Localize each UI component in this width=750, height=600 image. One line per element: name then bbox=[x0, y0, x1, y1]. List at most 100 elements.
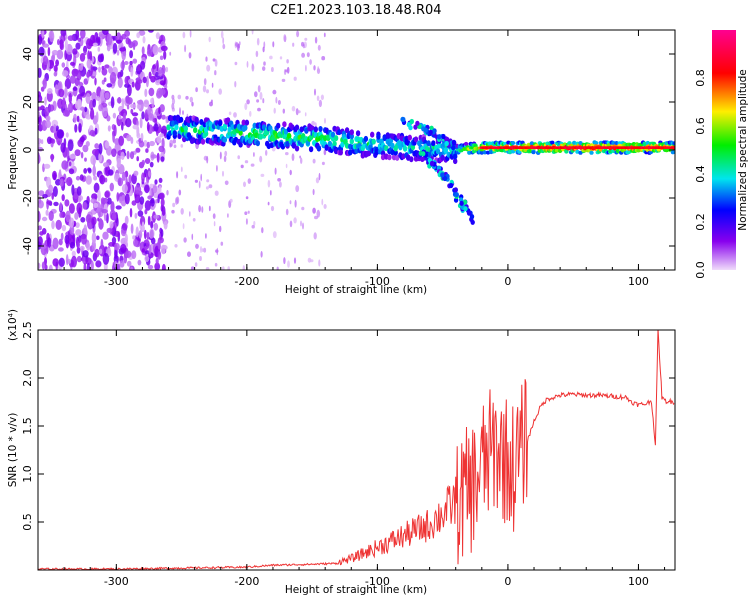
heatmap-cell bbox=[349, 133, 354, 140]
heatmap-cell bbox=[344, 127, 350, 134]
heatmap-cell bbox=[38, 115, 42, 125]
heatmap-cell bbox=[89, 129, 95, 137]
heatmap-cell bbox=[53, 123, 57, 134]
heatmap-cell bbox=[244, 211, 248, 215]
heatmap-cell bbox=[108, 66, 113, 74]
heatmap-cell bbox=[209, 101, 213, 107]
heatmap-cell bbox=[160, 244, 166, 255]
heatmap-cell bbox=[454, 192, 459, 198]
heatmap-cell bbox=[91, 71, 97, 77]
heatmap-cell bbox=[94, 248, 100, 258]
heatmap-cell bbox=[79, 85, 86, 97]
heatmap-cell bbox=[169, 51, 172, 56]
heatmap-cell bbox=[155, 257, 159, 265]
heatmap-cell bbox=[141, 159, 145, 166]
heatmap-cell bbox=[366, 150, 372, 157]
heatmap-cell bbox=[182, 31, 186, 39]
heatmap-cell bbox=[300, 157, 303, 164]
heatmap-cell bbox=[212, 213, 216, 219]
heatmap-cell bbox=[65, 254, 69, 266]
heatmap-cell bbox=[38, 225, 42, 231]
heatmap-cell bbox=[140, 60, 146, 70]
heatmap-cell bbox=[113, 124, 117, 137]
heatmap-cell bbox=[126, 260, 132, 267]
heatmap-cell bbox=[41, 30, 45, 39]
heatmap-cell bbox=[423, 127, 428, 133]
heatmap-cell bbox=[214, 59, 218, 67]
heatmap-cell bbox=[459, 200, 464, 206]
figure-title: C2E1.2023.103.18.48.R04 bbox=[270, 3, 441, 18]
heatmap-cell bbox=[398, 144, 403, 151]
heatmap-cell bbox=[311, 120, 315, 126]
heatmap-cell bbox=[194, 179, 198, 183]
heatmap-cell bbox=[154, 262, 161, 270]
heatmap-cell bbox=[104, 92, 110, 99]
heatmap-cell bbox=[427, 152, 432, 158]
heatmap-cell bbox=[52, 186, 58, 197]
heatmap-cell bbox=[222, 37, 225, 45]
heatmap-cell bbox=[82, 201, 88, 210]
heatmap-cell bbox=[96, 235, 100, 241]
heatmap-cell bbox=[144, 255, 150, 263]
heatmap-cell bbox=[262, 66, 266, 71]
heatmap-cell bbox=[222, 266, 225, 270]
heatmap-cell bbox=[178, 189, 182, 196]
heatmap-cell bbox=[75, 30, 80, 40]
heatmap-cell bbox=[48, 264, 53, 270]
heatmap-cell bbox=[277, 178, 281, 182]
heatmap-cell bbox=[238, 129, 243, 136]
heatmap-cell bbox=[195, 243, 199, 249]
heatmap-cell bbox=[295, 108, 299, 116]
heatmap-cell bbox=[195, 87, 198, 93]
heatmap-cell bbox=[83, 78, 89, 85]
heatmap-cell bbox=[125, 250, 132, 258]
heatmap-cell bbox=[98, 104, 103, 112]
heatmap-cell bbox=[56, 129, 64, 139]
heatmap-cell bbox=[67, 35, 75, 41]
heatmap-cell bbox=[244, 160, 249, 164]
heatmap-cell bbox=[130, 66, 134, 77]
colorbar-gradient bbox=[712, 30, 736, 270]
heatmap-cell bbox=[144, 209, 148, 215]
heatmap-cell bbox=[157, 75, 164, 80]
heatmap-cell bbox=[131, 200, 137, 206]
heatmap-cell bbox=[308, 146, 314, 153]
heatmap-cell bbox=[428, 129, 433, 135]
heatmap-cell bbox=[191, 233, 194, 240]
heatmap-cell bbox=[85, 175, 92, 185]
heatmap-cell bbox=[260, 251, 263, 258]
heatmap-cell bbox=[228, 111, 232, 116]
heatmap-cell bbox=[90, 108, 95, 120]
heatmap-cell bbox=[292, 42, 295, 47]
heatmap-cell bbox=[106, 44, 111, 52]
heatmap-cell bbox=[349, 129, 354, 136]
heatmap-cell bbox=[245, 218, 248, 225]
heatmap-cell bbox=[72, 86, 78, 91]
heatmap-cell bbox=[295, 185, 300, 193]
heatmap-cell bbox=[176, 171, 179, 179]
heatmap-cell bbox=[194, 262, 198, 267]
heatmap-cell bbox=[296, 30, 300, 38]
heatmap-cell bbox=[301, 41, 305, 47]
heatmap-cell bbox=[119, 260, 125, 268]
heatmap-cell bbox=[121, 33, 127, 40]
heatmap-cell bbox=[371, 138, 376, 145]
heatmap-cell bbox=[38, 210, 41, 223]
heatmap-cell bbox=[62, 109, 70, 117]
heatmap-cell bbox=[153, 214, 160, 219]
colorbar-ticks: 0.0 0.2 0.4 0.6 0.8 bbox=[694, 69, 707, 279]
heatmap-cell bbox=[121, 171, 126, 181]
heatmap-cell bbox=[261, 227, 264, 234]
heatmap-cell bbox=[38, 190, 45, 197]
heatmap-cell bbox=[148, 113, 154, 121]
heatmap-cell bbox=[99, 174, 106, 185]
heatmap-cell bbox=[41, 40, 46, 45]
heatmap-cell bbox=[338, 149, 343, 156]
heatmap-cell bbox=[90, 198, 97, 204]
heatmap-cell bbox=[393, 149, 398, 156]
heatmap-cell bbox=[80, 217, 86, 223]
heatmap-cell bbox=[52, 237, 59, 250]
heatmap-cell bbox=[294, 199, 297, 208]
heatmap-cell bbox=[102, 253, 110, 265]
